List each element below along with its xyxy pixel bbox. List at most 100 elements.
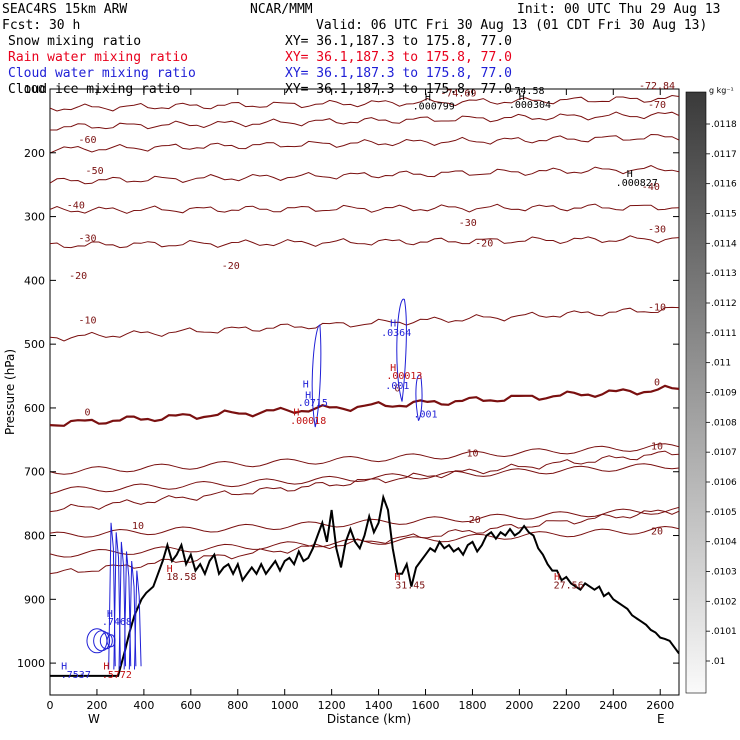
- isotherm-line: [50, 94, 679, 112]
- colorbar-label: .0109: [711, 389, 737, 399]
- colorbar-label: .0112: [711, 299, 737, 309]
- isotherm-label: 0: [654, 378, 660, 389]
- x-tick-label: 2200: [552, 699, 580, 712]
- cloud-water-contour: [113, 532, 121, 670]
- colorbar-label: .0111: [711, 329, 737, 339]
- isotherm-label: 10: [132, 521, 144, 532]
- extremum-label: H: [519, 92, 525, 103]
- x-tick-label: 200: [86, 699, 107, 712]
- x-tick-label: 1600: [412, 699, 440, 712]
- extremum-label: .5772: [102, 670, 132, 681]
- isotherm-label: -20: [475, 239, 493, 250]
- colorbar-label: .0118: [711, 120, 737, 130]
- isotherm-label: 20: [651, 526, 663, 537]
- extremum-label: H: [627, 169, 633, 180]
- field-name: Snow mixing ratio: [8, 34, 141, 49]
- extremum-label: H: [303, 380, 309, 391]
- field-xy: XY= 36.1,187.3 to 175.8, 77.0: [285, 34, 512, 49]
- plot-axes: 0 200 400 600 800 1000 1200 1400 1600 1800 2000 220…: [17, 83, 679, 712]
- extremum-label: -74.69: [440, 89, 476, 100]
- cloud-water-contour: [106, 634, 116, 648]
- valid-time: Valid: 06 UTC Fri 30 Aug 13 (01 CDT Fri …: [316, 18, 707, 33]
- colorbar-label: .0116: [711, 180, 737, 190]
- field-xy: XY= 36.1,187.3 to 175.8, 77.0: [285, 50, 512, 65]
- colorbar: [685, 91, 707, 694]
- colorbar-label: .0105: [711, 508, 737, 518]
- extremum-label: .0715: [298, 398, 328, 409]
- extremum-label: 31.45: [395, 580, 425, 591]
- isotherm-label: -50: [86, 166, 104, 177]
- colorbar-label: .01: [711, 657, 725, 667]
- cloud-water-contour: [128, 560, 137, 670]
- isotherm-line: [50, 306, 679, 342]
- isotherm-label: -10: [79, 316, 97, 327]
- colorbar-unit: g kg⁻¹: [709, 86, 734, 95]
- isotherm-line: [50, 506, 679, 538]
- y-tick-label: 400: [24, 274, 45, 287]
- extremum-label: .00013: [386, 371, 422, 382]
- x-tick-label: 1200: [318, 699, 346, 712]
- colorbar-label: .0104: [711, 538, 737, 548]
- isotherm-label: -30: [459, 218, 477, 229]
- colorbar-label: .0108: [711, 418, 737, 428]
- east-end-label: E: [657, 712, 665, 726]
- isotherm-label: -40: [67, 200, 85, 211]
- extremum-label: .7468: [102, 617, 132, 628]
- cloud-water-contour: [311, 324, 322, 428]
- colorbar-label: .0102: [711, 597, 737, 607]
- isotherm-label: -40: [642, 182, 660, 193]
- isotherm-label: 20: [469, 515, 481, 526]
- cloud-water-contour: [118, 541, 127, 670]
- plot-content: [50, 94, 679, 677]
- y-tick-label: 300: [24, 211, 45, 224]
- colorbar-label: .0117: [711, 150, 737, 160]
- isotherm-line: [50, 235, 679, 249]
- cloud-water-contour: [108, 522, 116, 670]
- extremum-label: H: [390, 318, 396, 329]
- x-tick-label: 2400: [599, 699, 627, 712]
- colorbar-label: .0107: [711, 448, 737, 458]
- extremum-label: H: [103, 661, 109, 672]
- y-axis-title: Pressure (hPa): [3, 349, 17, 435]
- colorbar-label: .0103: [711, 568, 737, 578]
- isotherm-line: [50, 165, 679, 185]
- extremum-label: 27.56: [554, 580, 584, 591]
- isotherm-line: [50, 443, 679, 475]
- extremum-label: .000827: [616, 178, 658, 189]
- y-tick-label: 600: [24, 402, 45, 415]
- colorbar-labels: .0118 .0117 .0116 .0115 .0114 .0113 .0112 .0111…: [706, 120, 737, 667]
- extremum-label: H: [390, 363, 396, 374]
- extremum-label: H: [305, 390, 311, 401]
- field-name: Cloud water mixing ratio: [8, 66, 196, 81]
- extremum-label: H: [293, 408, 299, 419]
- isotherm-line: [50, 463, 679, 495]
- isotherm-line: [50, 111, 679, 131]
- cloud-water-contour: [93, 630, 111, 652]
- extremum-label: H: [107, 609, 113, 620]
- plot-frame: [49, 88, 680, 696]
- x-tick-label: 1000: [271, 699, 299, 712]
- x-tick-label: 1800: [458, 699, 486, 712]
- isotherm-label: -30: [648, 225, 666, 236]
- isotherm-label: -60: [79, 135, 97, 146]
- y-tick-label: 100: [24, 83, 45, 96]
- cloud-water-contour: [99, 632, 113, 650]
- isotherm-line: [50, 203, 679, 214]
- cloud-water-contour: [123, 551, 132, 670]
- extremum-label: .001: [385, 381, 409, 392]
- extremum-label: .000304: [509, 100, 551, 111]
- extremum-label: .000799: [413, 101, 455, 112]
- cloud-water-contour: [133, 570, 142, 670]
- colorbar-label: .0113: [711, 269, 737, 279]
- colorbar-label: .0115: [711, 210, 737, 220]
- isotherm-label: 0: [394, 383, 400, 394]
- x-axis-title: Distance (km): [327, 712, 411, 726]
- extremum-label: H: [394, 572, 400, 583]
- plot-annotations: -60 -50 -40 -30 -20 -10 -20 -30 -40 -30 -20 -10 -70 0…: [61, 81, 675, 681]
- isotherm-label: 10: [651, 441, 663, 452]
- y-tick-label: 800: [24, 530, 45, 543]
- extremum-label: -74.58: [508, 86, 544, 97]
- x-tick-label: 2600: [646, 699, 674, 712]
- isotherm-line: [50, 133, 679, 154]
